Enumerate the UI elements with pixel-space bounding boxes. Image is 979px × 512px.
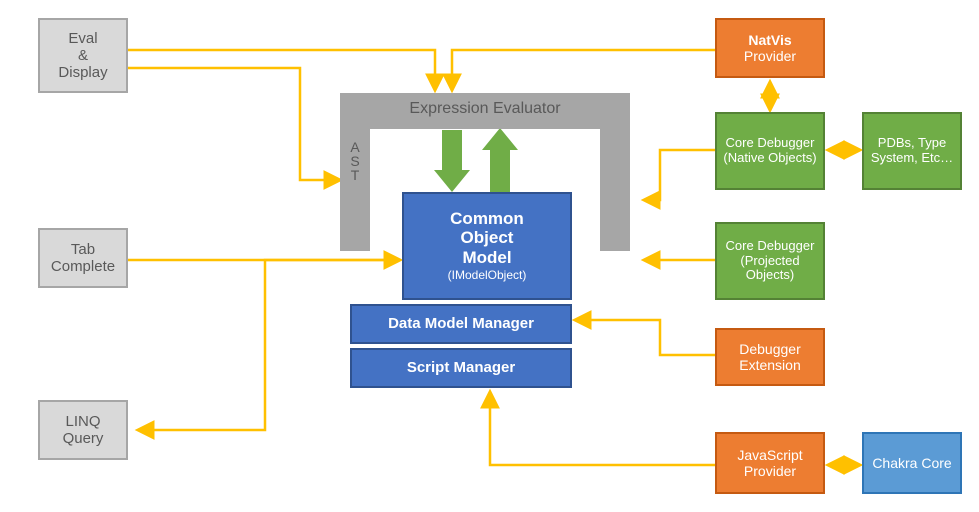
script-manager-box: Script Manager	[350, 348, 572, 388]
natvis-provider-box: NatVis Provider	[715, 18, 825, 78]
common-object-model-box: Common Object Model (IModelObject)	[402, 192, 572, 300]
ast-label: A S T	[343, 140, 367, 182]
javascript-provider-box: JavaScript Provider	[715, 432, 825, 494]
chakra-core-box: Chakra Core	[862, 432, 962, 494]
data-model-manager-box: Data Model Manager	[350, 304, 572, 344]
natvis-line2: Provider	[744, 48, 796, 64]
core-debugger-native-box: Core Debugger (Native Objects)	[715, 112, 825, 190]
natvis-bold: NatVis	[748, 32, 791, 48]
core-debugger-projected-box: Core Debugger (Projected Objects)	[715, 222, 825, 300]
tab-complete-box: Tab Complete	[38, 228, 128, 288]
eval-display-box: Eval & Display	[38, 18, 128, 93]
expression-evaluator-label: Expression Evaluator	[372, 100, 598, 118]
ee-right-bar	[600, 93, 630, 251]
debugger-extension-box: Debugger Extension	[715, 328, 825, 386]
pdbs-box: PDBs, Type System, Etc…	[862, 112, 962, 190]
linq-query-box: LINQ Query	[38, 400, 128, 460]
diagram-stage: Expression Evaluator A S T Eval & Displa…	[0, 0, 979, 512]
com-subtitle: (IModelObject)	[448, 269, 527, 283]
com-title: Common Object Model	[450, 209, 524, 268]
